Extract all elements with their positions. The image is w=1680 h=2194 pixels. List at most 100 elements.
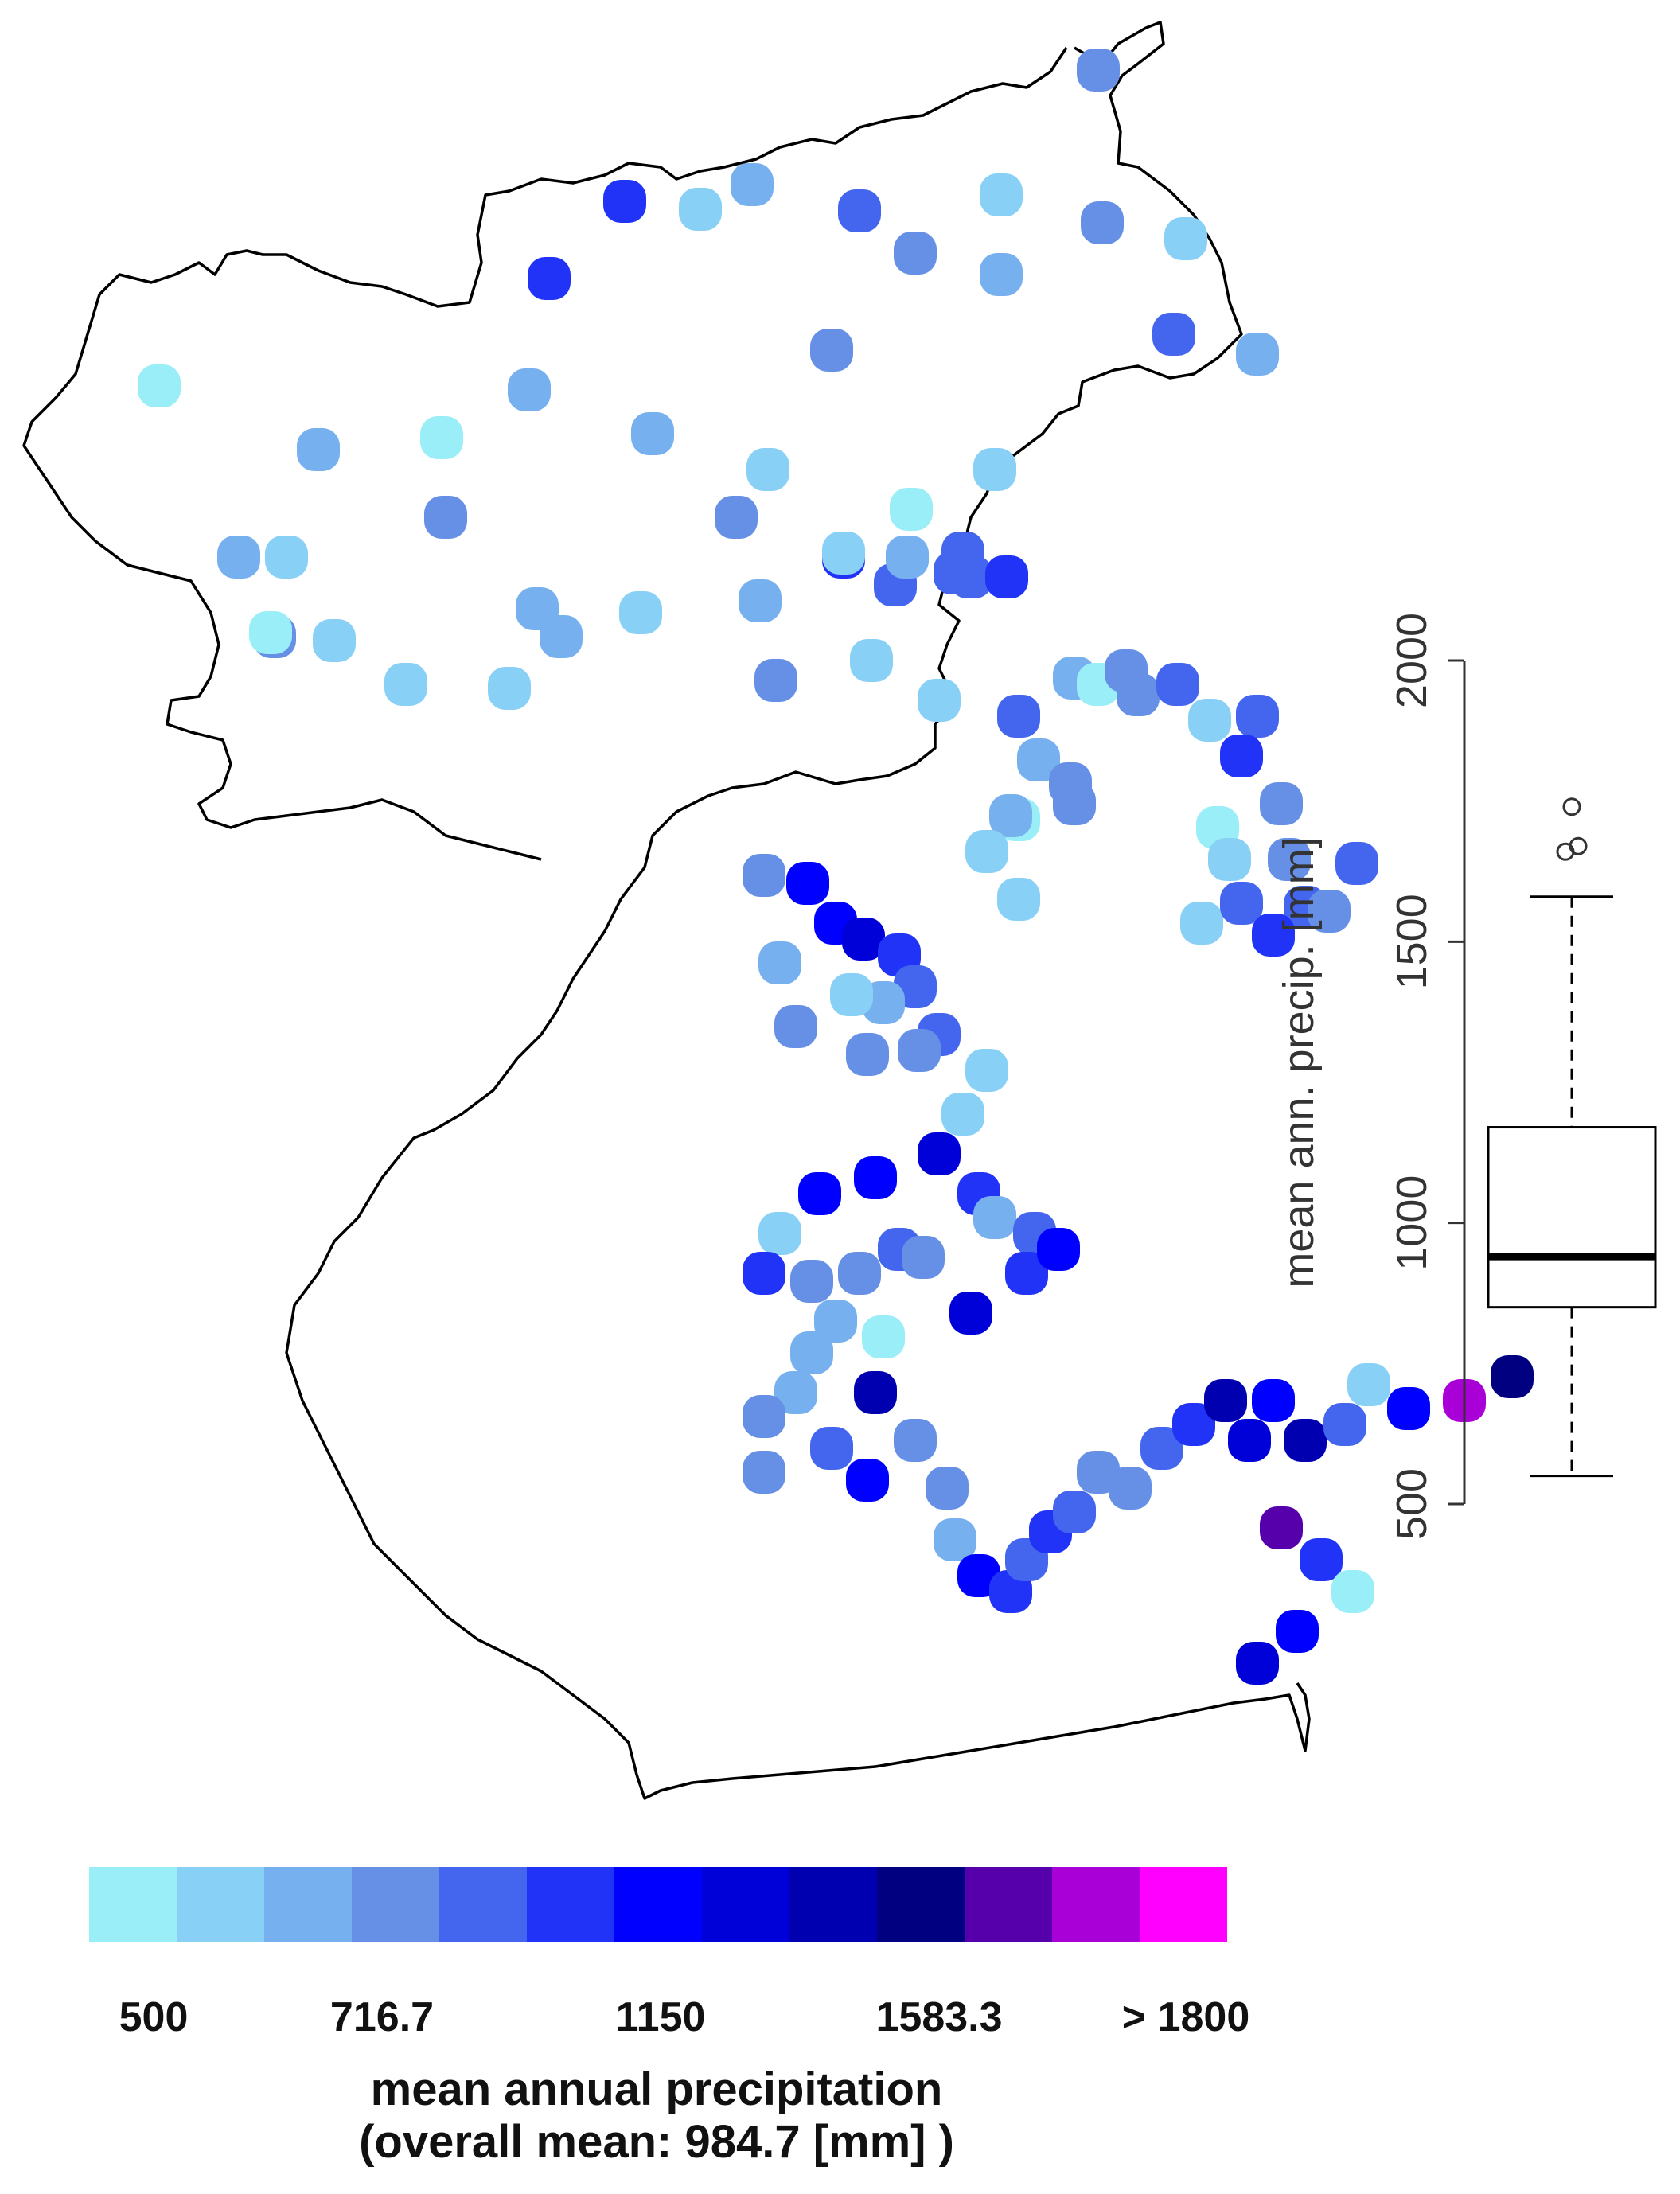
- station-marker: [508, 368, 551, 411]
- station-marker: [890, 488, 933, 531]
- station-marker: [739, 579, 782, 622]
- legend-tick-716: 716.7: [329, 1994, 435, 2040]
- station-marker: [743, 854, 785, 897]
- station-marker: [424, 496, 467, 539]
- station-marker: [1140, 1427, 1183, 1470]
- station-marker: [786, 862, 829, 905]
- station-marker: [313, 619, 356, 662]
- station-marker: [1268, 838, 1311, 881]
- legend-swatch: [89, 1867, 177, 1942]
- station-marker: [1208, 838, 1251, 881]
- station-marker: [1220, 882, 1263, 925]
- station-marker: [965, 830, 1008, 873]
- station-marker: [894, 1419, 937, 1462]
- station-marker: [830, 973, 873, 1016]
- station-marker: [603, 180, 646, 223]
- station-marker: [679, 188, 722, 231]
- station-marker: [249, 611, 292, 654]
- station-marker: [1037, 1228, 1080, 1271]
- station-marker: [980, 173, 1023, 216]
- station-marker: [886, 536, 929, 579]
- station-marker: [1081, 201, 1124, 244]
- station-marker: [941, 1093, 984, 1136]
- station-marker: [898, 1029, 941, 1072]
- legend-swatch: [177, 1867, 264, 1942]
- outlier-point: [1569, 836, 1588, 855]
- legend-swatch: [1052, 1867, 1140, 1942]
- station-marker: [973, 448, 1016, 491]
- station-marker: [715, 496, 758, 539]
- station-marker: [774, 1371, 817, 1414]
- station-marker: [934, 551, 976, 594]
- station-marker: [1347, 1363, 1390, 1406]
- station-marker: [850, 639, 893, 682]
- station-marker: [743, 1395, 785, 1438]
- station-marker: [1164, 217, 1207, 260]
- station-marker: [902, 1236, 945, 1279]
- station-marker: [1323, 1403, 1366, 1446]
- station-marker: [1252, 1379, 1295, 1422]
- station-marker: [1152, 313, 1195, 356]
- station-marker: [528, 257, 571, 300]
- station-marker: [754, 659, 797, 702]
- station-marker: [838, 1252, 881, 1295]
- legend-swatch: [789, 1867, 877, 1942]
- legend-swatch: [352, 1867, 439, 1942]
- station-marker: [1005, 1252, 1048, 1295]
- station-marker: [1284, 1419, 1327, 1462]
- station-marker: [1236, 695, 1279, 738]
- station-marker: [1236, 1642, 1279, 1685]
- station-marker: [1387, 1387, 1430, 1430]
- station-marker: [980, 253, 1023, 296]
- station-marker: [1252, 914, 1295, 957]
- station-marker: [743, 1252, 785, 1295]
- station-marker: [297, 428, 340, 471]
- axis-tick-label: 1000: [1388, 1175, 1436, 1271]
- station-marker: [934, 1518, 976, 1561]
- station-marker: [810, 329, 853, 372]
- station-marker: [1017, 738, 1060, 781]
- station-marker: [619, 591, 662, 634]
- station-marker: [894, 232, 937, 275]
- station-marker: [1077, 49, 1120, 92]
- legend-swatch: [439, 1867, 527, 1942]
- legend-tick-1583: 1583.3: [875, 1994, 1003, 2040]
- legend-swatch: [527, 1867, 614, 1942]
- boxplot-ylabel: mean ann. precip. [mm]: [1275, 836, 1323, 1288]
- station-marker: [758, 941, 801, 984]
- station-marker: [774, 1005, 817, 1048]
- legend-swatch: [614, 1867, 702, 1942]
- station-marker: [758, 1212, 801, 1255]
- station-marker: [862, 1315, 905, 1358]
- station-marker: [814, 1300, 857, 1343]
- station-marker: [854, 1371, 897, 1414]
- station-marker: [631, 412, 674, 455]
- axis-tick-label: 2000: [1388, 613, 1436, 708]
- boxplot-body: [1487, 797, 1657, 1478]
- legend-tick-1800: > 1800: [1121, 1994, 1250, 2040]
- station-marker: [265, 536, 308, 579]
- station-marker: [420, 416, 463, 459]
- legend-tick-1150: 1150: [615, 1994, 706, 2040]
- station-marker: [949, 1292, 992, 1335]
- legend-title-line1: mean annual precipitation: [370, 2063, 943, 2115]
- legend-swatch: [702, 1867, 789, 1942]
- iqr-box: [1487, 1126, 1657, 1309]
- station-marker: [1204, 1379, 1247, 1422]
- station-marker: [138, 364, 181, 407]
- station-marker: [1172, 1403, 1215, 1446]
- station-marker: [965, 1049, 1008, 1092]
- station-marker: [798, 1172, 841, 1215]
- station-marker: [1236, 333, 1279, 376]
- station-marker: [384, 663, 427, 706]
- station-marker: [1053, 1491, 1096, 1533]
- station-marker: [1180, 902, 1223, 945]
- region-outline: [22, 21, 1311, 1800]
- station-marker: [1300, 1538, 1343, 1581]
- station-marker: [1220, 735, 1263, 777]
- station-marker: [918, 1132, 961, 1175]
- station-marker: [838, 189, 881, 232]
